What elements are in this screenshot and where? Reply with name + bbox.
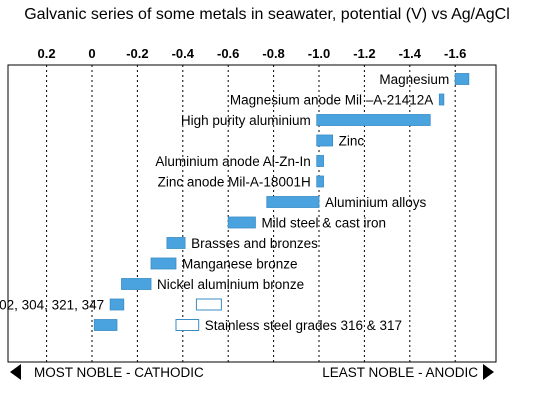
metal-label: Brasses and bronzes xyxy=(191,236,318,251)
metal-label: Zinc xyxy=(339,134,365,149)
metal-label: Nickel aluminium bronze xyxy=(157,277,304,292)
range-bar xyxy=(93,319,118,331)
x-tick-label: -1.2 xyxy=(353,46,375,61)
range-bar-passive xyxy=(195,298,222,311)
range-bar xyxy=(109,298,125,311)
plot-frame xyxy=(7,64,497,363)
x-tick-label: -0.6 xyxy=(217,46,239,61)
range-bar xyxy=(121,278,152,290)
range-bar xyxy=(454,73,470,85)
range-bar xyxy=(316,134,334,147)
metal-label: Mild steel & cast iron xyxy=(261,216,386,231)
x-tick-label: -0.2 xyxy=(126,46,148,61)
footer-left: MOST NOBLE - CATHODIC xyxy=(34,365,204,380)
metal-label: Stainless steel grades 302, 304, 321, 34… xyxy=(0,298,104,313)
range-bar xyxy=(227,216,256,229)
metal-label: High purity aluminium xyxy=(181,113,311,128)
x-tick-label: -1.0 xyxy=(308,46,330,61)
range-bar xyxy=(316,155,324,167)
x-tick-label: -0.8 xyxy=(262,46,284,61)
metal-label: Aluminium anode Al-Zn-In xyxy=(155,154,310,169)
range-bar xyxy=(316,175,324,188)
range-bar xyxy=(266,196,320,208)
range-bar xyxy=(316,114,431,126)
x-tick-label: -1.4 xyxy=(399,46,422,61)
x-tick-label: 0.2 xyxy=(38,46,56,61)
x-tick-label: 0 xyxy=(88,46,95,61)
metal-label: Magnesium anode Mil –A-21412A xyxy=(230,93,433,108)
x-tick-label: -0.4 xyxy=(172,46,195,61)
metal-label: Stainless steel grades 316 & 317 xyxy=(205,318,402,333)
metal-label: Aluminium alloys xyxy=(325,195,427,210)
range-bar-passive xyxy=(175,319,200,331)
footer-right: LEAST NOBLE - ANODIC xyxy=(322,365,478,380)
range-bar xyxy=(166,237,186,249)
range-bar xyxy=(150,257,177,270)
arrow-right-icon xyxy=(483,364,494,380)
arrow-left-icon xyxy=(10,364,21,380)
metal-label: Magnesium xyxy=(379,72,449,87)
metal-label: Zinc anode Mil-A-18001H xyxy=(158,175,311,190)
range-bar xyxy=(438,93,445,106)
x-tick-label: -1.6 xyxy=(444,46,466,61)
chart-title: Galvanic series of some metals in seawat… xyxy=(24,6,510,23)
metal-label: Manganese bronze xyxy=(182,257,298,272)
